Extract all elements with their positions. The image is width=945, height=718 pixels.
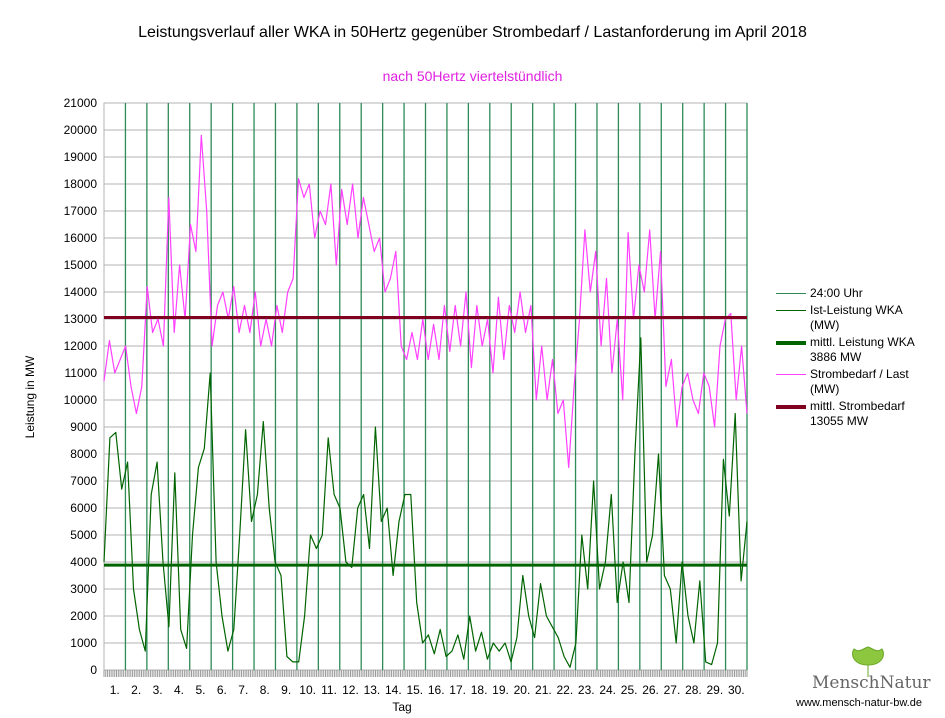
x-tick-label: 11. bbox=[321, 683, 337, 697]
x-tick-label: 21. bbox=[535, 683, 552, 697]
y-tick-label: 5000 bbox=[70, 528, 97, 542]
x-tick-label: 9. bbox=[281, 683, 291, 697]
x-axis-label: Tag bbox=[392, 700, 412, 714]
y-tick-label: 9000 bbox=[70, 420, 97, 434]
y-tick-label: 16000 bbox=[64, 231, 98, 245]
y-tick-label: 10000 bbox=[64, 393, 98, 407]
y-tick-label: 13000 bbox=[64, 312, 98, 326]
y-tick-label: 18000 bbox=[64, 177, 98, 191]
legend-item-wka: Ist-Leistung WKA (MW) bbox=[776, 303, 915, 333]
legend-item-load-mean: mittl. Strombedarf 13055 MW bbox=[776, 399, 915, 429]
load-series-line bbox=[103, 134, 748, 469]
legend-label: Ist-Leistung WKA bbox=[810, 303, 903, 317]
x-tick-label: 15. bbox=[406, 683, 423, 697]
x-tick-label: 3. bbox=[153, 683, 163, 697]
y-tick-label: 2000 bbox=[70, 609, 97, 623]
legend-label: (MW) bbox=[810, 318, 840, 332]
legend-label: (MW) bbox=[810, 382, 840, 396]
x-tick-label: 18. bbox=[471, 683, 488, 697]
legend-label: 24:00 Uhr bbox=[810, 286, 863, 300]
x-tick-label: 8. bbox=[260, 683, 270, 697]
x-tick-label: 24. bbox=[599, 683, 616, 697]
legend-label: mittl. Leistung WKA bbox=[810, 335, 915, 349]
legend-label: Strombedarf / Last bbox=[810, 367, 909, 381]
legend-item-wka-mean: mittl. Leistung WKA 3886 MW bbox=[776, 335, 915, 365]
x-tick-label: 25. bbox=[621, 683, 638, 697]
x-tick-label: 1. bbox=[110, 683, 120, 697]
x-tick-label: 17. bbox=[449, 683, 466, 697]
x-tick-label: 7. bbox=[238, 683, 248, 697]
x-tick-label: 14. bbox=[385, 683, 402, 697]
y-tick-label: 17000 bbox=[64, 204, 98, 218]
x-tick-label: 20. bbox=[514, 683, 531, 697]
logo-name: MenschNatur bbox=[812, 673, 931, 693]
wka-series-line bbox=[103, 337, 748, 668]
y-tick-label: 3000 bbox=[70, 582, 97, 596]
legend-item-load: Strombedarf / Last (MW) bbox=[776, 367, 915, 397]
x-tick-label: 23. bbox=[578, 683, 595, 697]
x-tick-label: 26. bbox=[642, 683, 659, 697]
legend: 24:00 Uhr Ist-Leistung WKA (MW) mittl. Le… bbox=[776, 286, 915, 431]
x-tick-label: 2. bbox=[131, 683, 141, 697]
x-tick-label: 29. bbox=[707, 683, 724, 697]
y-tick-label: 15000 bbox=[64, 258, 98, 272]
legend-label: 3886 MW bbox=[810, 350, 862, 364]
x-tick-label: 4. bbox=[174, 683, 184, 697]
x-tick-label: 30. bbox=[728, 683, 745, 697]
logo-url: www.mensch-natur-bw.de bbox=[796, 697, 922, 709]
y-tick-label: 0 bbox=[90, 663, 97, 677]
x-tick-label: 19. bbox=[492, 683, 509, 697]
x-tick-label: 16. bbox=[428, 683, 445, 697]
y-tick-label: 12000 bbox=[64, 339, 98, 353]
x-tick-label: 12. bbox=[342, 683, 359, 697]
y-tick-label: 11000 bbox=[65, 366, 98, 380]
legend-label: 13055 MW bbox=[810, 414, 869, 428]
x-tick-label: 22. bbox=[556, 683, 573, 697]
logo: MenschNatur www.mensch-natur-bw.de bbox=[796, 645, 945, 718]
y-tick-label: 7000 bbox=[70, 474, 97, 488]
y-tick-label: 8000 bbox=[70, 447, 97, 461]
y-tick-label: 6000 bbox=[70, 501, 97, 515]
x-tick-label: 28. bbox=[685, 683, 702, 697]
legend-item-day-line: 24:00 Uhr bbox=[776, 286, 915, 301]
y-tick-label: 21000 bbox=[64, 96, 98, 110]
x-tick-label: 27. bbox=[664, 683, 681, 697]
ginkgo-leaf-icon bbox=[852, 646, 884, 677]
x-tick-label: 6. bbox=[217, 683, 227, 697]
x-tick-label: 13. bbox=[364, 683, 381, 697]
y-tick-label: 20000 bbox=[64, 123, 98, 137]
y-tick-label: 19000 bbox=[64, 150, 98, 164]
legend-label: mittl. Strombedarf bbox=[810, 399, 905, 413]
y-tick-label: 14000 bbox=[64, 285, 98, 299]
x-tick-label: 5. bbox=[195, 683, 205, 697]
y-tick-label: 1000 bbox=[70, 636, 97, 650]
x-tick-label: 10. bbox=[299, 683, 316, 697]
chart-subtitle: nach 50Hertz viertelstündlich bbox=[382, 68, 563, 84]
chart-title: Leistungsverlauf aller WKA in 50Hertz ge… bbox=[138, 24, 807, 41]
y-tick-label: 4000 bbox=[70, 555, 97, 569]
